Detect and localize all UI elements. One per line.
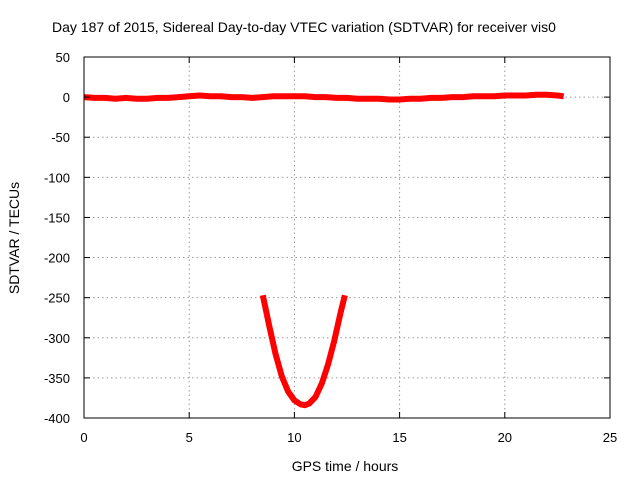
plot-frame xyxy=(84,57,610,418)
x-tick-label: 20 xyxy=(498,430,512,445)
x-tick-label: 0 xyxy=(80,430,87,445)
chart-title: Day 187 of 2015, Sidereal Day-to-day VTE… xyxy=(52,19,556,35)
y-tick-label: 50 xyxy=(56,50,70,65)
y-tick-label: -100 xyxy=(44,170,70,185)
x-tick-label: 25 xyxy=(603,430,617,445)
x-tick-label: 15 xyxy=(392,430,406,445)
grid-lines xyxy=(84,57,610,418)
x-axis-label: GPS time / hours xyxy=(292,458,399,474)
x-tick-label: 10 xyxy=(287,430,301,445)
axis-ticks: 0 5 10 15 20 25 50 0 -50 -100 -150 -200 -250 -300 -350… xyxy=(44,50,617,445)
y-tick-label: 0 xyxy=(63,90,70,105)
y-axis-label: SDTVAR / TECUs xyxy=(6,182,22,294)
y-tick-label: -200 xyxy=(44,251,70,266)
series-line-2 xyxy=(263,295,345,405)
y-tick-label: -300 xyxy=(44,331,70,346)
y-tick-label: -250 xyxy=(44,291,70,306)
x-tick-label: 5 xyxy=(186,430,193,445)
data-series xyxy=(84,95,564,406)
y-tick-label: -400 xyxy=(44,411,70,426)
series-line-1 xyxy=(84,95,564,100)
y-tick-label: -350 xyxy=(44,371,70,386)
y-tick-label: -150 xyxy=(44,210,70,225)
y-tick-label: -50 xyxy=(51,130,70,145)
